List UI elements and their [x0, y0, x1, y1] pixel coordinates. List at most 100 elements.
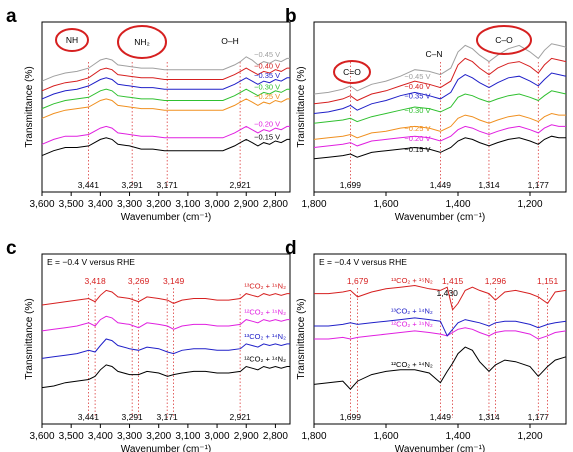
- plot-frame: [313, 21, 567, 193]
- x-tick-label: 2,900: [234, 199, 259, 210]
- y-axis-label: Transmittance (%): [24, 66, 35, 147]
- series-label: −0.15 V: [404, 145, 430, 154]
- series-label: −0.30 V: [254, 82, 280, 91]
- x-axis-label: Wavenumber (cm⁻¹): [121, 212, 211, 223]
- series-line: [313, 346, 567, 390]
- series-line: [41, 364, 290, 389]
- annotation-circle: [117, 25, 167, 59]
- marker-label: 3,291: [122, 412, 144, 422]
- marker-label: 1,314: [478, 412, 500, 422]
- series-label: ¹³CO₂ + ¹⁴N₂: [391, 307, 433, 316]
- series-line: [41, 289, 290, 306]
- x-tick-label: 2,900: [234, 431, 259, 442]
- series-label: ¹³CO₂ + ¹⁵N₂: [391, 276, 433, 285]
- marker-label: 3,441: [78, 412, 100, 422]
- panel-letter: c: [6, 238, 17, 259]
- series-line: [313, 72, 567, 114]
- x-tick-label: 1,600: [373, 199, 398, 210]
- marker-label: 1,430: [437, 288, 459, 298]
- series-line: [313, 112, 566, 140]
- marker-label: 1,699: [340, 412, 362, 422]
- x-tick-label: 2,800: [263, 431, 288, 442]
- panel-letter: d: [285, 238, 297, 259]
- series-line: [314, 284, 567, 311]
- marker-label: 3,171: [157, 180, 179, 190]
- series-line: [41, 67, 290, 92]
- annotation-circle: [333, 60, 371, 84]
- marker-label-red: 1,296: [485, 276, 507, 286]
- series-line: [41, 98, 290, 119]
- marker-label-red: 1,151: [537, 276, 559, 286]
- series-line: [41, 315, 290, 332]
- x-tick-label: 3,400: [88, 199, 113, 210]
- series-line: [41, 125, 290, 145]
- marker-label-red: 1,415: [442, 276, 464, 286]
- series-label: ¹³CO₂ + ¹⁵N₂: [244, 282, 286, 291]
- y-axis-label: Transmittance (%): [296, 66, 307, 147]
- series-line: [41, 88, 290, 110]
- chart-title: E = −0.4 V versus RHE: [47, 257, 135, 267]
- y-axis-label: Transmittance (%): [296, 298, 307, 379]
- series-label: −0.25 V: [254, 92, 280, 101]
- series-line: [41, 338, 290, 359]
- x-axis-label: Wavenumber (cm⁻¹): [395, 444, 485, 452]
- x-tick-label: 3,100: [175, 199, 200, 210]
- x-axis-label: Wavenumber (cm⁻¹): [121, 444, 211, 452]
- series-line: [313, 90, 567, 124]
- annotation-circle: [476, 25, 532, 55]
- series-label: ¹³CO₂ + ¹⁴N₂: [244, 332, 286, 341]
- series-label: −0.35 V: [254, 71, 280, 80]
- x-tick-label: 3,300: [117, 431, 142, 442]
- annotation-label: O–H: [221, 36, 238, 46]
- series-label: −0.15 V: [254, 133, 280, 142]
- x-axis-label: Wavenumber (cm⁻¹): [395, 212, 485, 223]
- x-tick-label: 3,100: [175, 431, 200, 442]
- x-tick-label: 3,600: [29, 199, 54, 210]
- series-label: −0.45 V: [254, 50, 280, 59]
- annotation-label: C–O: [495, 35, 513, 45]
- x-tick-label: 3,400: [88, 431, 113, 442]
- x-tick-label: 1,400: [445, 199, 470, 210]
- x-tick-label: 3,500: [59, 199, 84, 210]
- plot-frame: [41, 253, 291, 425]
- annotation-label: NH: [66, 35, 78, 45]
- x-tick-label: 1,200: [517, 431, 542, 442]
- series-line: [314, 327, 567, 340]
- marker-label: 1,177: [528, 412, 550, 422]
- series-label: ¹²CO₂ + ¹⁵N₂: [244, 308, 286, 317]
- series-label: −0.40 V: [404, 82, 430, 91]
- marker-label: 2,921: [229, 412, 251, 422]
- marker-label-red: 3,269: [128, 276, 150, 286]
- panel-a: a 3,600 3,500 3,400 3,300 3,200 3,100 3,000 2,90…: [6, 6, 291, 223]
- x-tick-label: 1,200: [517, 199, 542, 210]
- marker-label-red: 3,418: [84, 276, 106, 286]
- x-tick-label: 3,600: [29, 431, 54, 442]
- series-line: [313, 43, 567, 95]
- series-label: −0.45 V: [404, 72, 430, 81]
- annotation-label: C=O: [343, 67, 361, 77]
- panel-b: b 1,800 1,600 1,400 1,200 Wavenumber (cm⁻¹) Tr…: [285, 6, 567, 223]
- chart-title: E = −0.4 V versus RHE: [319, 257, 407, 267]
- x-tick-label: 3,500: [59, 431, 84, 442]
- series-label: −0.20 V: [254, 120, 280, 129]
- series-label: ¹²CO₂ + ¹⁵N₂: [391, 320, 433, 329]
- series-line: [41, 56, 290, 82]
- annotation-circle: [55, 28, 89, 52]
- marker-label: 3,171: [157, 412, 179, 422]
- series-line: [314, 317, 567, 337]
- x-tick-label: 3,200: [146, 199, 171, 210]
- marker-label: 1,449: [430, 412, 452, 422]
- series-line: [313, 124, 566, 148]
- series-line: [313, 57, 567, 105]
- marker-label: 1,449: [430, 180, 452, 190]
- series-line: [313, 135, 566, 160]
- marker-label: 1,699: [340, 180, 362, 190]
- series-label: ¹²CO₂ + ¹⁴N₂: [391, 360, 433, 369]
- marker-label: 1,177: [528, 180, 550, 190]
- panel-d: d 1,800 1,600 1,400 1,200 Wavenumber (cm⁻¹) Tr…: [285, 238, 567, 452]
- x-tick-label: 3,000: [205, 431, 230, 442]
- marker-label-red: 1,679: [347, 276, 369, 286]
- marker-label: 3,441: [78, 180, 100, 190]
- series-label: −0.20 V: [404, 134, 430, 143]
- x-tick-label: 1,400: [445, 431, 470, 442]
